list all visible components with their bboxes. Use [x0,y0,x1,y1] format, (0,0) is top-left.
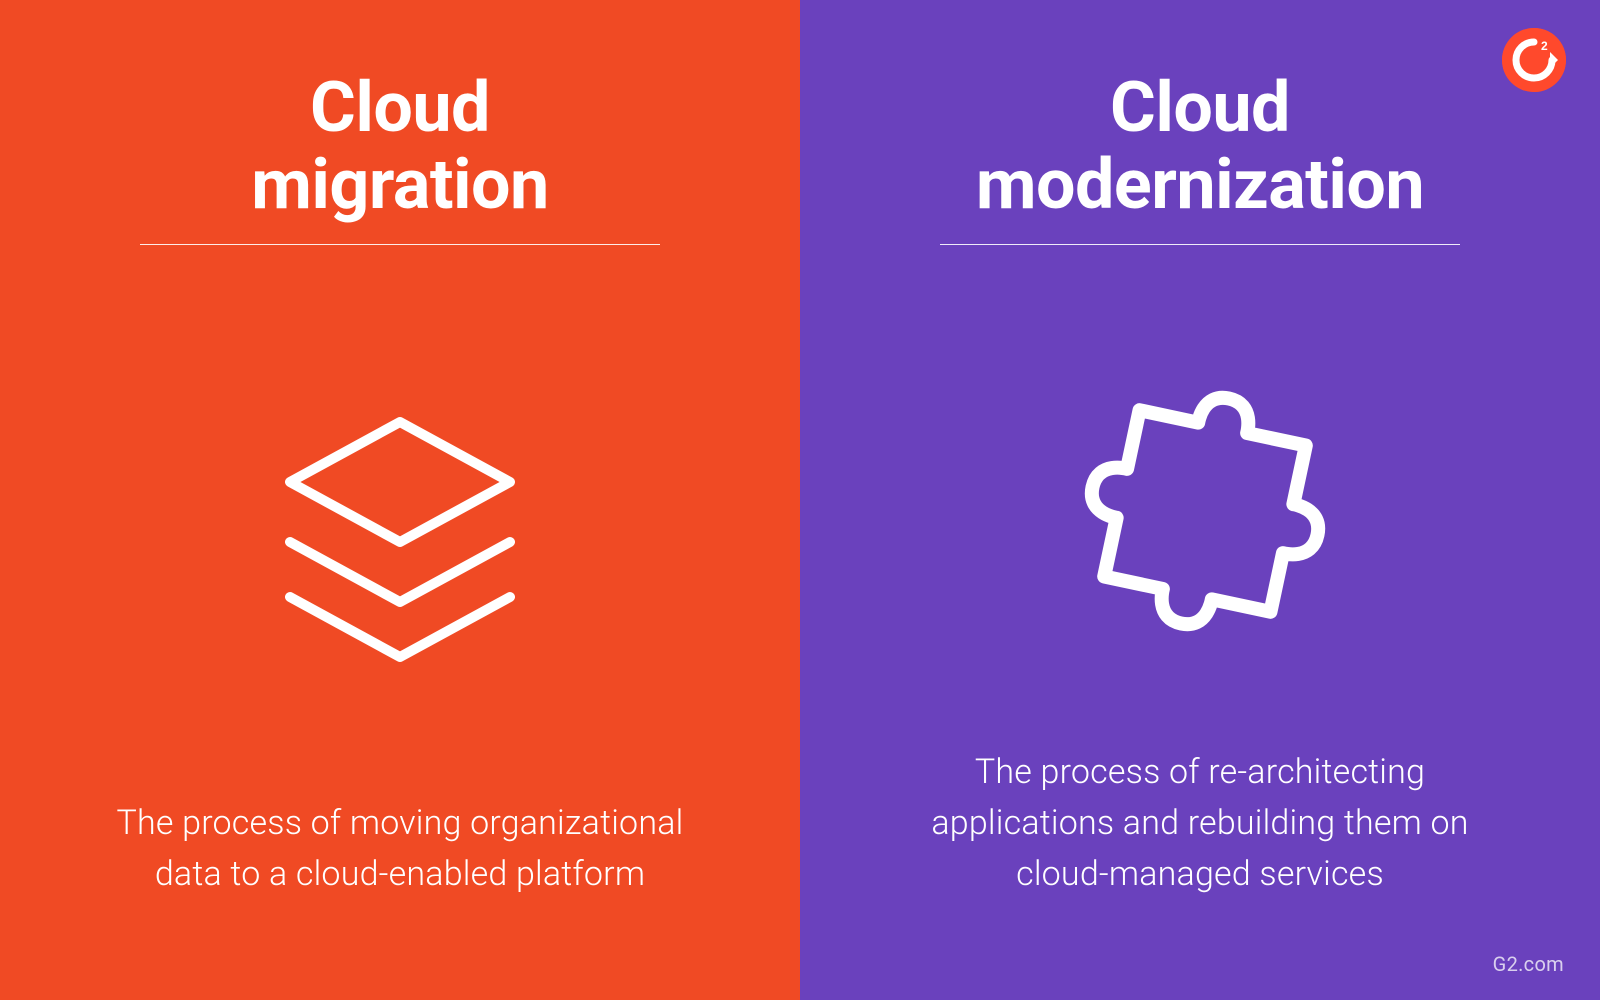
heading-rule-right [940,244,1460,245]
heading-line1: Cloud [1110,67,1290,149]
attribution-text: G2.com [1493,952,1564,976]
heading-rule-left [140,244,660,245]
description-modernization: The process of re-architecting applicati… [900,747,1500,900]
svg-text:2: 2 [1541,39,1548,53]
heading-line2: migration [251,144,549,226]
panel-cloud-modernization: Cloud modernization The process of re-ar… [800,0,1600,1000]
layers-icon [250,382,550,682]
heading-line1: Cloud [310,67,490,149]
panel-cloud-migration: Cloud migration The process of moving or… [0,0,800,1000]
icon-area-right [1050,275,1350,737]
g2-logo-icon: 2 [1502,28,1566,92]
heading-migration: Cloud migration [251,70,549,224]
puzzle-piece-icon [1050,356,1350,656]
icon-area-left [250,275,550,788]
description-migration: The process of moving organizational dat… [100,798,700,900]
g2-logo-badge: 2 [1502,28,1566,92]
heading-modernization: Cloud modernization [976,70,1424,224]
heading-line2: modernization [976,144,1424,226]
infographic-container: Cloud migration The process of moving or… [0,0,1600,1000]
